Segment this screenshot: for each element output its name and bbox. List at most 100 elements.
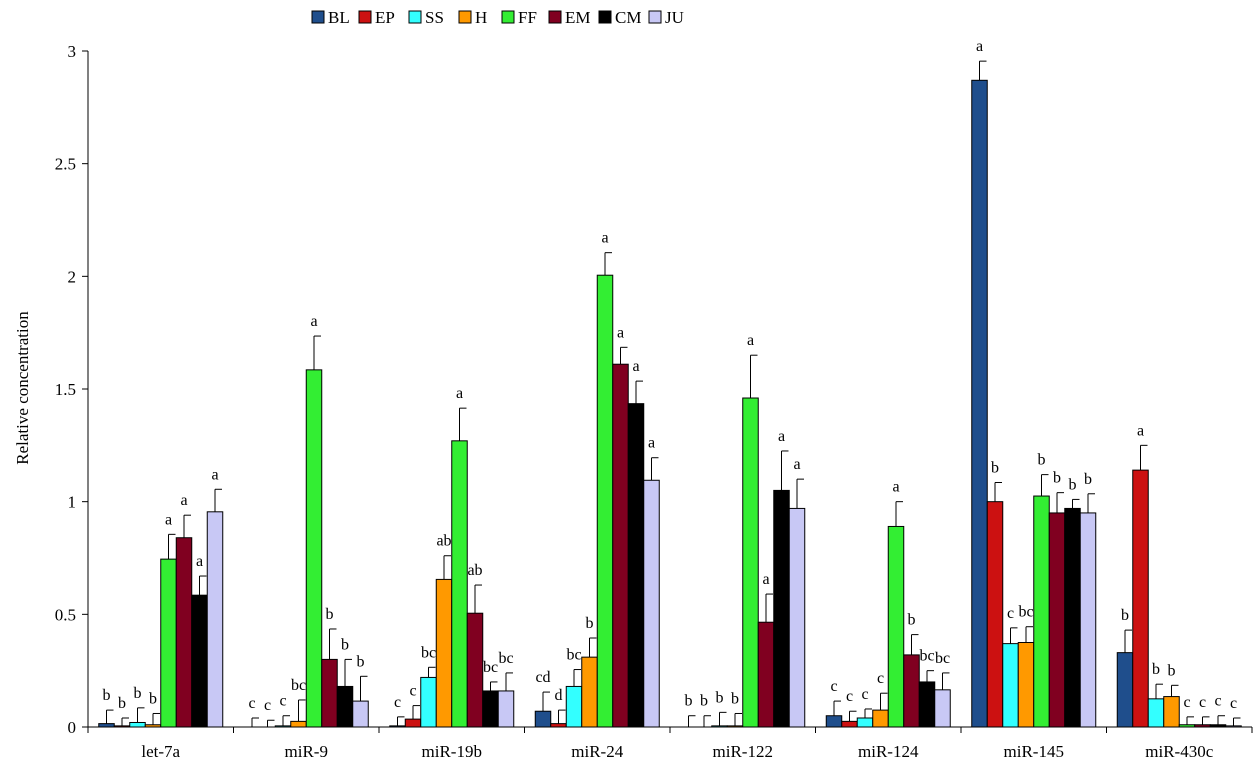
significance-letter: bc	[498, 650, 513, 667]
legend: BL EP SS H FF EM CM JU	[312, 8, 684, 27]
bar-ss	[1148, 699, 1164, 727]
y-axis-label: Relative concentration	[13, 311, 32, 465]
significance-letter: b	[149, 690, 157, 707]
significance-letter: b	[685, 693, 693, 710]
x-category-label: let-7a	[141, 742, 180, 761]
bar-bl	[972, 80, 988, 727]
x-category-label: miR-19b	[422, 742, 482, 761]
significance-letter: a	[165, 511, 172, 528]
bar-em	[758, 622, 774, 727]
bar-ju	[1080, 513, 1096, 727]
bar-em	[613, 364, 629, 727]
bar-h	[1018, 643, 1034, 728]
significance-letter: b	[731, 690, 739, 707]
bar-ss	[130, 722, 146, 727]
significance-letter: b	[341, 636, 349, 653]
bar-h	[727, 726, 743, 727]
significance-letter: c	[830, 678, 837, 695]
bar-ju	[498, 691, 514, 727]
bar-cm	[1210, 725, 1226, 727]
significance-letter: bc	[483, 659, 498, 676]
bar-ep	[551, 724, 567, 727]
legend-label-bl: BL	[328, 8, 350, 27]
bar-ju	[207, 512, 223, 727]
significance-letter: ab	[467, 562, 482, 579]
bar-ep	[987, 502, 1003, 727]
significance-letter: b	[118, 695, 126, 712]
significance-letter: a	[601, 230, 608, 247]
bar-ff	[161, 559, 177, 727]
bar-em	[176, 538, 192, 727]
bar-ju	[1226, 726, 1242, 727]
bar-ss	[1003, 644, 1019, 727]
bar-cm	[1065, 508, 1081, 727]
bar-ff	[1179, 725, 1195, 727]
bar-h	[582, 657, 598, 727]
bar-ep	[114, 726, 130, 727]
y-tick-label: 2.5	[55, 155, 76, 174]
legend-label-ep: EP	[375, 8, 395, 27]
significance-letter: a	[180, 492, 187, 509]
significance-letter: b	[700, 693, 708, 710]
significance-letter: c	[409, 683, 416, 700]
significance-letter: c	[846, 688, 853, 705]
significance-letter: a	[196, 553, 203, 570]
significance-letter: b	[103, 687, 111, 704]
legend-label-em: EM	[565, 8, 591, 27]
significance-letter: a	[747, 332, 754, 349]
significance-letter: b	[134, 685, 142, 702]
bar-ff	[597, 275, 613, 727]
significance-letter: a	[456, 385, 463, 402]
significance-letter: a	[617, 324, 624, 341]
x-category-label: miR-24	[571, 742, 623, 761]
significance-letter: c	[394, 694, 401, 711]
bar-bl	[1117, 653, 1133, 727]
legend-label-cm: CM	[615, 8, 641, 27]
bar-cm	[919, 682, 935, 727]
legend-swatch-ss	[409, 11, 421, 23]
bar-h	[436, 579, 452, 727]
bar-ju	[789, 508, 805, 727]
bar-h	[873, 710, 889, 727]
legend-label-ju: JU	[665, 8, 684, 27]
x-category-label: miR-124	[858, 742, 919, 761]
y-tick-label: 0	[68, 718, 77, 737]
legend-swatch-ju	[649, 11, 661, 23]
significance-letter: d	[555, 687, 563, 704]
significance-letter: c	[1183, 694, 1190, 711]
bar-ss	[421, 677, 437, 727]
bar-cm	[628, 404, 644, 727]
y-tick-label: 2	[68, 267, 77, 286]
significance-letter: a	[648, 435, 655, 452]
x-category-label: miR-122	[713, 742, 773, 761]
significance-letter: ab	[436, 533, 451, 550]
significance-letter: a	[793, 456, 800, 473]
legend-label-h: H	[475, 8, 487, 27]
significance-letter: b	[1121, 607, 1129, 624]
significance-letter: b	[991, 460, 999, 477]
significance-letter: b	[908, 612, 916, 629]
y-tick-label: 0.5	[55, 605, 76, 624]
legend-swatch-ep	[359, 11, 371, 23]
legend-label-ss: SS	[425, 8, 444, 27]
significance-letter: bc	[919, 648, 934, 665]
bar-h	[291, 721, 307, 727]
significance-letter: b	[1152, 661, 1160, 678]
significance-letter: b	[357, 653, 365, 670]
significance-letter: b	[1053, 470, 1061, 487]
significance-letter: bc	[566, 647, 581, 664]
significance-letter: c	[248, 695, 255, 712]
significance-letter: b	[1069, 476, 1077, 493]
x-category-label: miR-430c	[1145, 742, 1213, 761]
significance-letter: a	[892, 479, 899, 496]
bar-em	[467, 613, 483, 727]
significance-letter: a	[1137, 422, 1144, 439]
significance-letter: c	[1199, 694, 1206, 711]
bar-h	[145, 725, 161, 727]
bar-ju	[935, 690, 951, 727]
significance-letter: a	[310, 313, 317, 330]
significance-letter: a	[211, 466, 218, 483]
legend-swatch-ff	[502, 11, 514, 23]
legend-swatch-em	[549, 11, 561, 23]
